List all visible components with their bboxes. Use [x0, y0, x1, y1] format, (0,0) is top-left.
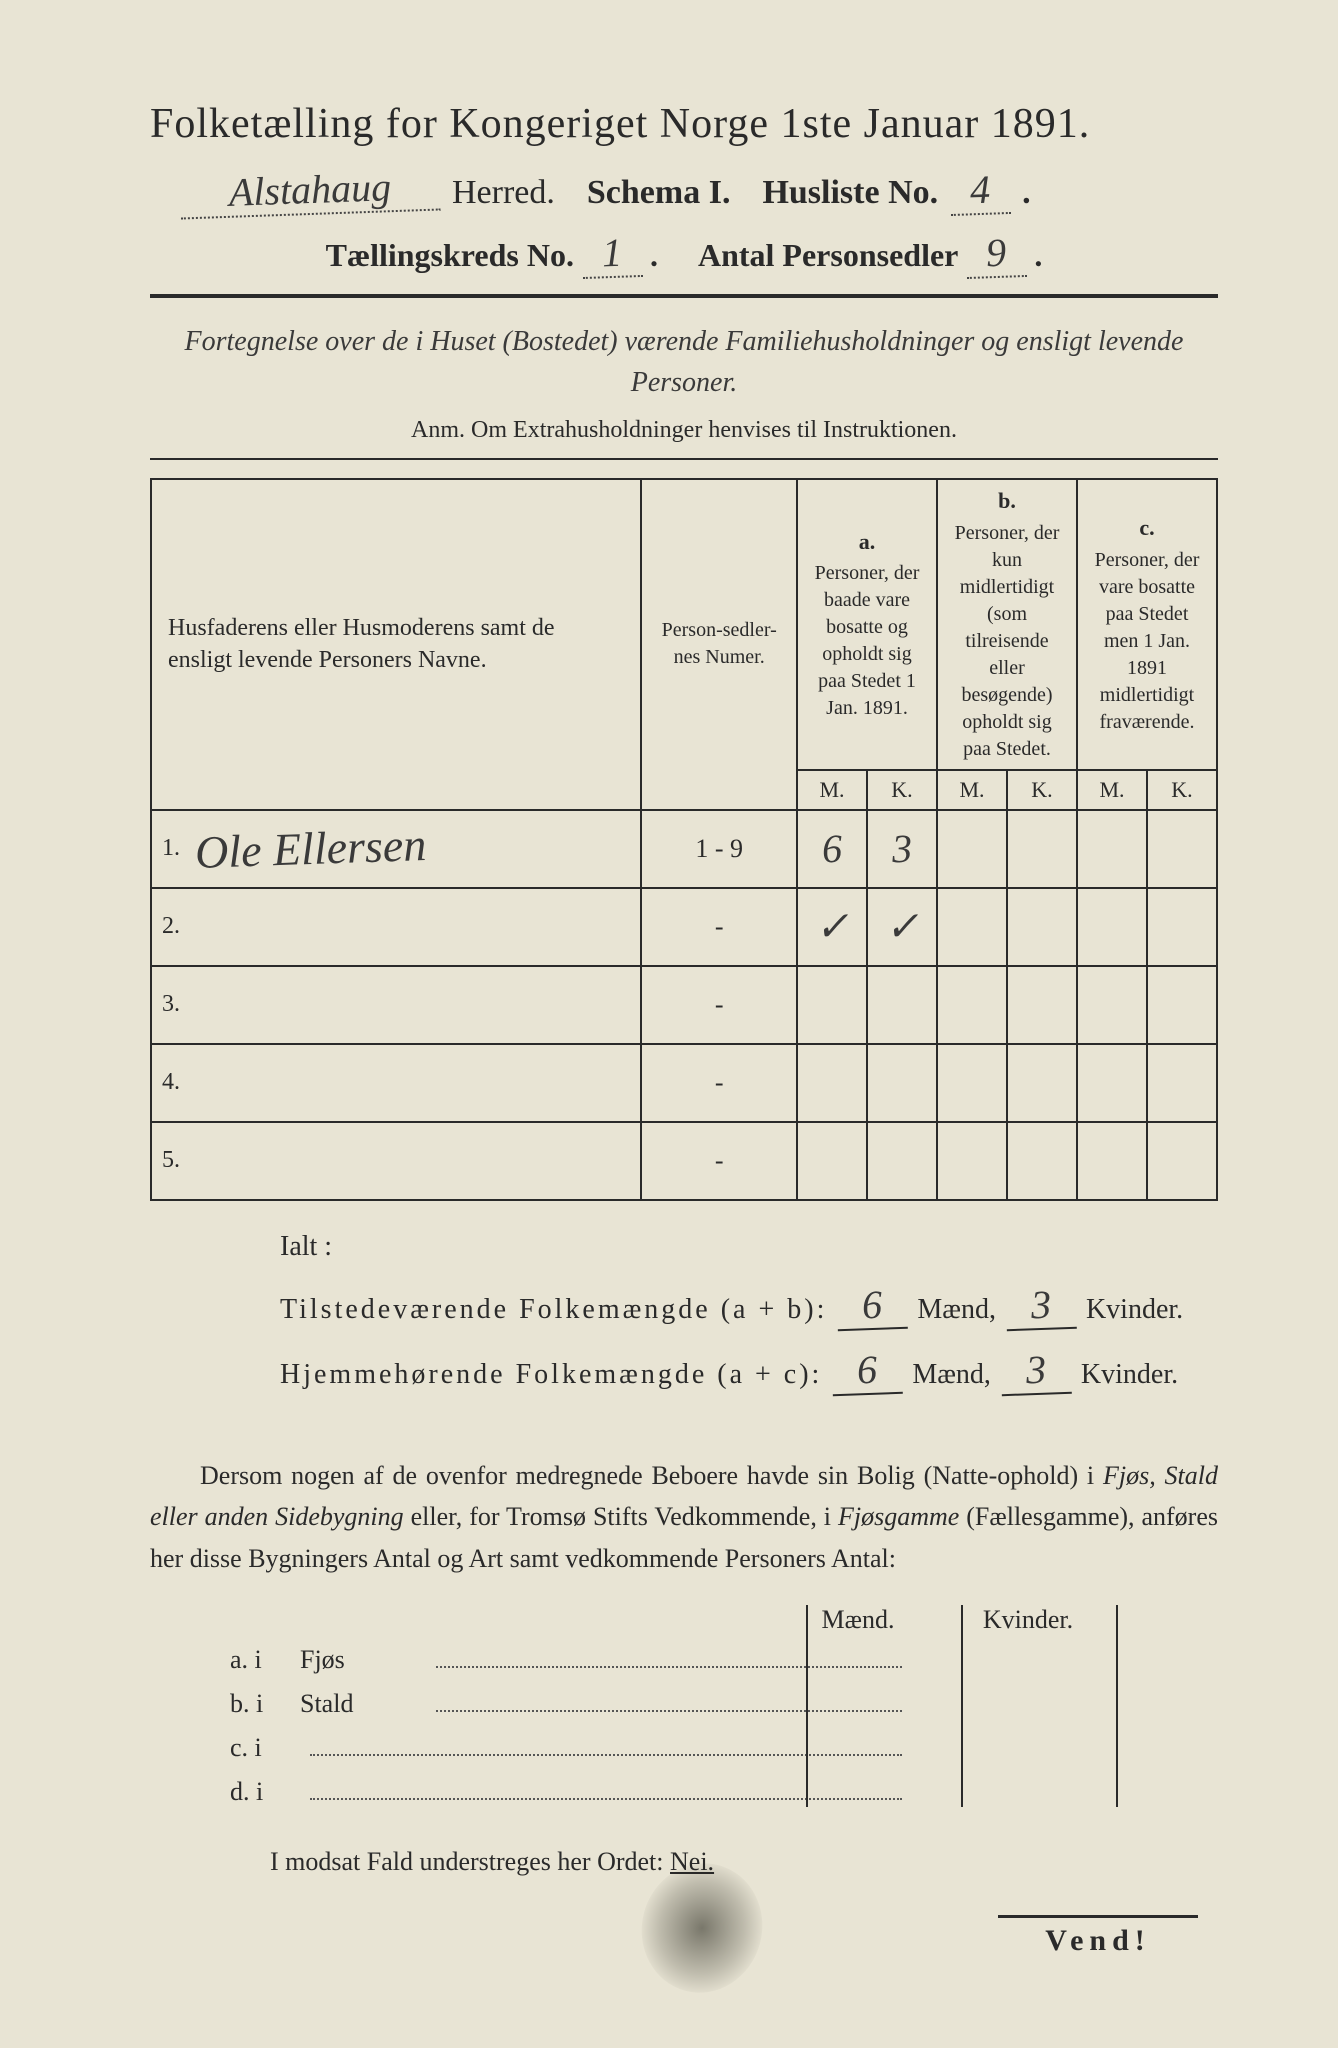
col-c-k: K.	[1147, 770, 1217, 810]
table-row: 4.-	[151, 1044, 1217, 1122]
vend-label: Vend!	[998, 1915, 1198, 1958]
maend-header: Mænd.	[788, 1605, 928, 1635]
personsedler-no: 9	[966, 228, 1028, 279]
sum-hjemme: Hjemmehørende Folkemængde (a + c): 6 Mæn…	[280, 1346, 1218, 1395]
col-a-m: M.	[797, 770, 867, 810]
sum1-m: 6	[837, 1279, 909, 1330]
table-row: 5.-	[151, 1122, 1217, 1200]
tellingkreds-no: 1	[581, 228, 643, 279]
tellingkreds-label: Tællingskreds No.	[326, 237, 574, 273]
sum2-m: 6	[832, 1344, 904, 1395]
col-personsedler: Person-sedler-nes Numer.	[641, 479, 797, 809]
col-names: Husfaderens eller Husmoderens samt de en…	[151, 479, 641, 809]
personsedler-label: Antal Personsedler	[698, 237, 958, 273]
byg-row-c: c. i	[150, 1733, 1218, 1763]
herred-label: Herred.	[452, 174, 555, 212]
bygning-block: Mænd. Kvinder. a. i Fjøs b. i Stald c. i…	[150, 1605, 1218, 1807]
col-b: b. Personer, der kun midlertidigt (som t…	[937, 479, 1077, 770]
divider	[150, 458, 1218, 460]
mk-header: Mænd. Kvinder.	[150, 1605, 1218, 1635]
col-a-k: K.	[867, 770, 937, 810]
census-form-page: Folketælling for Kongeriget Norge 1ste J…	[0, 0, 1338, 2048]
byg-row-d: d. i	[150, 1777, 1218, 1807]
col-b-m: M.	[937, 770, 1007, 810]
fortegnelse-text: Fortegnelse over de i Huset (Bostedet) v…	[150, 322, 1218, 403]
kvinder-header: Kvinder.	[958, 1605, 1098, 1635]
table-row: 3.-	[151, 966, 1217, 1044]
table-row: 2.-✓✓	[151, 888, 1217, 966]
totals-block: Ialt : Tilstedeværende Folkemængde (a + …	[150, 1231, 1218, 1395]
sum1-k: 3	[1005, 1279, 1077, 1330]
main-table: Husfaderens eller Husmoderens samt de en…	[150, 478, 1218, 1200]
husliste-no: 4	[949, 165, 1011, 216]
col-a: a. Personer, der baade vare bosatte og o…	[797, 479, 937, 770]
schema-label: Schema I.	[587, 174, 731, 212]
ialt-label: Ialt :	[280, 1231, 1218, 1263]
byg-row-b: b. i Stald	[150, 1689, 1218, 1719]
herred-line: Alstahaug Herred. Schema I. Husliste No.…	[150, 166, 1218, 215]
sum2-k: 3	[1000, 1344, 1072, 1395]
anm-text: Anm. Om Extrahusholdninger henvises til …	[150, 417, 1218, 444]
table-row: 1.Ole Ellersen1 - 963	[151, 810, 1217, 888]
husliste-label: Husliste No.	[762, 174, 938, 212]
main-title: Folketælling for Kongeriget Norge 1ste J…	[150, 100, 1218, 148]
dersom-paragraph: Dersom nogen af de ovenfor medregnede Be…	[150, 1455, 1218, 1580]
col-b-k: K.	[1007, 770, 1077, 810]
col-c-m: M.	[1077, 770, 1147, 810]
col-c: c. Personer, der vare bosatte paa Stedet…	[1077, 479, 1217, 770]
telling-line: Tællingskreds No. 1 . Antal Personsedler…	[150, 229, 1218, 278]
divider	[150, 294, 1218, 298]
byg-row-a: a. i Fjøs	[150, 1645, 1218, 1675]
sum-tilstede: Tilstedeværende Folkemængde (a + b): 6 M…	[280, 1281, 1218, 1330]
herred-field: Alstahaug	[179, 161, 441, 219]
